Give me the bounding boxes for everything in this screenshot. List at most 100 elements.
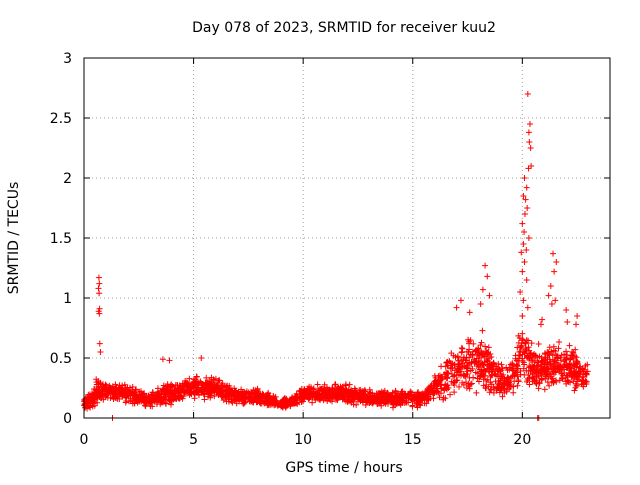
data-point [468, 360, 475, 367]
y-axis-label: SRMTID / TECUs [6, 182, 22, 295]
data-point [120, 388, 127, 395]
data-point [98, 390, 105, 397]
data-point [384, 392, 391, 399]
data-point [577, 369, 584, 376]
data-point [541, 351, 548, 358]
data-point [435, 373, 442, 380]
data-point [522, 339, 529, 346]
data-point [139, 394, 146, 401]
data-point [549, 351, 556, 358]
data-point-outlier [484, 273, 491, 280]
data-point [293, 395, 300, 402]
data-point [568, 365, 575, 372]
data-point [312, 392, 319, 399]
data-point [437, 377, 444, 384]
data-point [477, 342, 484, 349]
data-point [522, 346, 529, 353]
data-point [297, 393, 304, 400]
data-point [296, 394, 303, 401]
data-point [431, 380, 438, 387]
data-point [399, 399, 406, 406]
data-point [104, 388, 111, 395]
y-tick-label: 1 [63, 291, 72, 307]
data-point [538, 376, 545, 383]
data-point [240, 390, 247, 397]
data-point [498, 373, 505, 380]
data-point [170, 392, 177, 399]
data-point [289, 399, 296, 406]
data-point [298, 399, 305, 406]
data-point [199, 385, 206, 392]
data-point-outlier [520, 241, 527, 247]
ticks-layer: 0 5 10 15 20 0 0.5 1 1.5 2 2.5 3 [50, 51, 610, 448]
data-point [305, 396, 312, 403]
data-point [505, 379, 512, 386]
data-point-outlier [548, 301, 555, 307]
data-point [506, 365, 513, 372]
data-point [161, 393, 168, 400]
data-point [465, 380, 472, 387]
data-point-outlier [466, 309, 473, 316]
data-point [122, 384, 129, 391]
data-point [100, 396, 107, 403]
data-point [494, 372, 501, 379]
data-point-outlier [457, 297, 464, 304]
data-point-outlier [479, 286, 486, 293]
data-point [229, 399, 236, 406]
data-point [541, 386, 548, 393]
data-point [366, 390, 373, 397]
data-point [554, 354, 561, 361]
data-point [166, 390, 173, 397]
data-point [219, 382, 226, 389]
data-point [254, 394, 261, 401]
x-tick-label: 0 [80, 432, 89, 448]
data-point [494, 383, 501, 390]
data-point-outlier [517, 289, 524, 295]
data-point [323, 384, 330, 391]
data-point [488, 361, 495, 368]
data-point [461, 373, 468, 380]
data-point [520, 365, 527, 372]
data-point [475, 347, 482, 354]
data-point-outlier [547, 283, 554, 289]
data-point [354, 391, 361, 398]
data-point [548, 348, 555, 355]
data-point [556, 377, 563, 384]
data-point-outlier [573, 321, 580, 328]
data-point-outlier [166, 357, 173, 364]
data-point [563, 380, 570, 387]
data-point [251, 391, 258, 398]
data-point [515, 352, 522, 359]
data-point [188, 387, 195, 394]
data-point [194, 385, 201, 392]
data-point [495, 365, 502, 372]
data-point [203, 374, 210, 381]
data-point [145, 392, 152, 399]
data-point [538, 367, 545, 374]
data-point [570, 378, 577, 385]
data-point [267, 402, 274, 409]
data-point [261, 400, 268, 407]
data-point-outlier [518, 249, 525, 256]
data-point [569, 373, 576, 380]
y-tick-label: 0 [63, 411, 72, 427]
data-point [515, 332, 522, 339]
data-point-outlier [520, 193, 527, 199]
data-point [205, 388, 212, 395]
data-point [531, 376, 538, 383]
data-point [430, 395, 437, 402]
data-point [142, 403, 149, 410]
data-point [577, 363, 584, 370]
data-point [475, 363, 482, 370]
data-point [473, 358, 480, 365]
data-point [399, 392, 406, 399]
data-point [164, 383, 171, 390]
data-point [524, 353, 531, 360]
data-point [564, 372, 571, 379]
data-point [226, 391, 233, 398]
data-point [218, 393, 225, 400]
data-point [348, 393, 355, 400]
x-tick-label: 15 [404, 432, 422, 448]
data-point [555, 345, 562, 352]
